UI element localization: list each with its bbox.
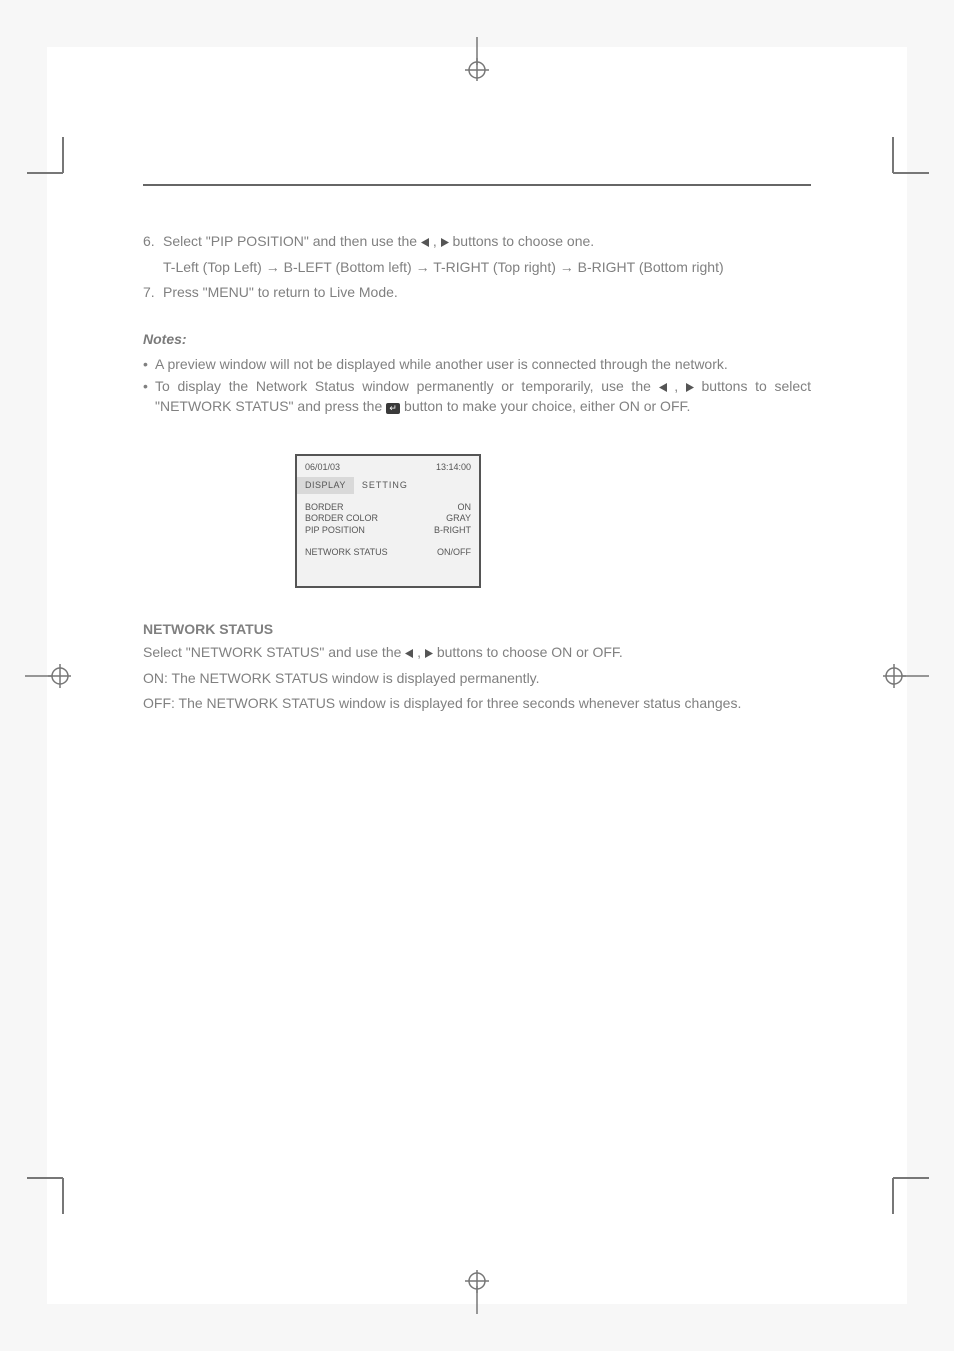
step-number: 6. <box>143 232 163 251</box>
step-7-text: Press "MENU" to return to Live Mode. <box>163 283 811 302</box>
ns-off-l: OFF: <box>143 695 179 711</box>
prose-block: 6. Select "PIP POSITION" and then use th… <box>143 232 811 713</box>
ns-on-l: ON: <box>143 670 172 686</box>
menu-date: 06/01/03 <box>305 461 340 473</box>
step-6b: buttons to choose one. <box>453 233 595 249</box>
menu-screenshot: 06/01/03 13:14:00 DISPLAY SETTING BORDER… <box>295 454 811 588</box>
step-6-text: Select "PIP POSITION" and then use the ,… <box>163 232 811 252</box>
menu-tab-display: DISPLAY <box>297 477 354 493</box>
network-status-body: Select "NETWORK STATUS" and use the , bu… <box>143 643 811 663</box>
note-1: • A preview window will not be displayed… <box>143 355 811 374</box>
note-1-text: A preview window will not be displayed w… <box>155 355 811 374</box>
crop-mark-tr <box>885 137 929 181</box>
crop-mark-tl <box>27 137 71 181</box>
network-status-off: OFF: The NETWORK STATUS window is displa… <box>143 694 811 713</box>
bullet-icon: • <box>143 377 155 396</box>
content-area: 6. Select "PIP POSITION" and then use th… <box>143 182 811 719</box>
menu-box: 06/01/03 13:14:00 DISPLAY SETTING BORDER… <box>295 454 481 588</box>
triangle-left-icon <box>659 378 667 397</box>
triangle-right-icon <box>686 378 694 397</box>
triangle-left-icon <box>421 233 429 252</box>
enter-key-icon: ↵ <box>386 403 400 414</box>
network-status-on: ON: The NETWORK STATUS window is display… <box>143 669 811 688</box>
print-reg-bottom <box>462 1270 492 1314</box>
step-6: 6. Select "PIP POSITION" and then use th… <box>143 232 811 252</box>
pip-options-row: T-Left (Top Left) → B-LEFT (Bottom left)… <box>143 258 811 277</box>
print-reg-left <box>25 661 71 691</box>
triangle-right-icon <box>441 233 449 252</box>
top-rule <box>143 184 811 186</box>
page-paper: 6. Select "PIP POSITION" and then use th… <box>47 47 907 1304</box>
note-2a: To display the Network Status window per… <box>155 378 659 394</box>
crop-mark-bl <box>27 1170 71 1214</box>
menu-row-border: BORDERON <box>305 502 471 514</box>
menu-row-border-color: BORDER COLORGRAY <box>305 513 471 525</box>
step-7: 7. Press "MENU" to return to Live Mode. <box>143 283 811 302</box>
bullet-icon: • <box>143 355 155 374</box>
print-reg-top <box>462 37 492 81</box>
note-2c: button to make your choice, either ON or… <box>404 398 690 414</box>
menu-tab-setting: SETTING <box>354 477 416 493</box>
ns-on-r: The NETWORK STATUS window is displayed p… <box>172 670 540 686</box>
notes-heading: Notes: <box>143 330 811 349</box>
triangle-left-icon <box>405 644 413 663</box>
step-number-7: 7. <box>143 283 163 302</box>
menu-row-pip: PIP POSITIONB-RIGHT <box>305 525 471 537</box>
print-reg-right <box>883 661 929 691</box>
ns-body-b: buttons to choose ON or OFF. <box>437 644 623 660</box>
pip-options: T-Left (Top Left) → B-LEFT (Bottom left)… <box>163 258 811 277</box>
step-6a: Select "PIP POSITION" and then use the <box>163 233 421 249</box>
crop-mark-br <box>885 1170 929 1214</box>
triangle-right-icon <box>425 644 433 663</box>
menu-time: 13:14:00 <box>436 461 471 473</box>
notes-block: Notes: • A preview window will not be di… <box>143 330 811 417</box>
ns-body-a: Select "NETWORK STATUS" and use the <box>143 644 405 660</box>
ns-off-r: The NETWORK STATUS window is displayed f… <box>179 695 742 711</box>
menu-row-network: NETWORK STATUSON/OFF <box>305 547 471 559</box>
network-status-heading: NETWORK STATUS <box>143 620 811 639</box>
note-2: • To display the Network Status window p… <box>143 377 811 416</box>
note-2-text: To display the Network Status window per… <box>155 377 811 416</box>
